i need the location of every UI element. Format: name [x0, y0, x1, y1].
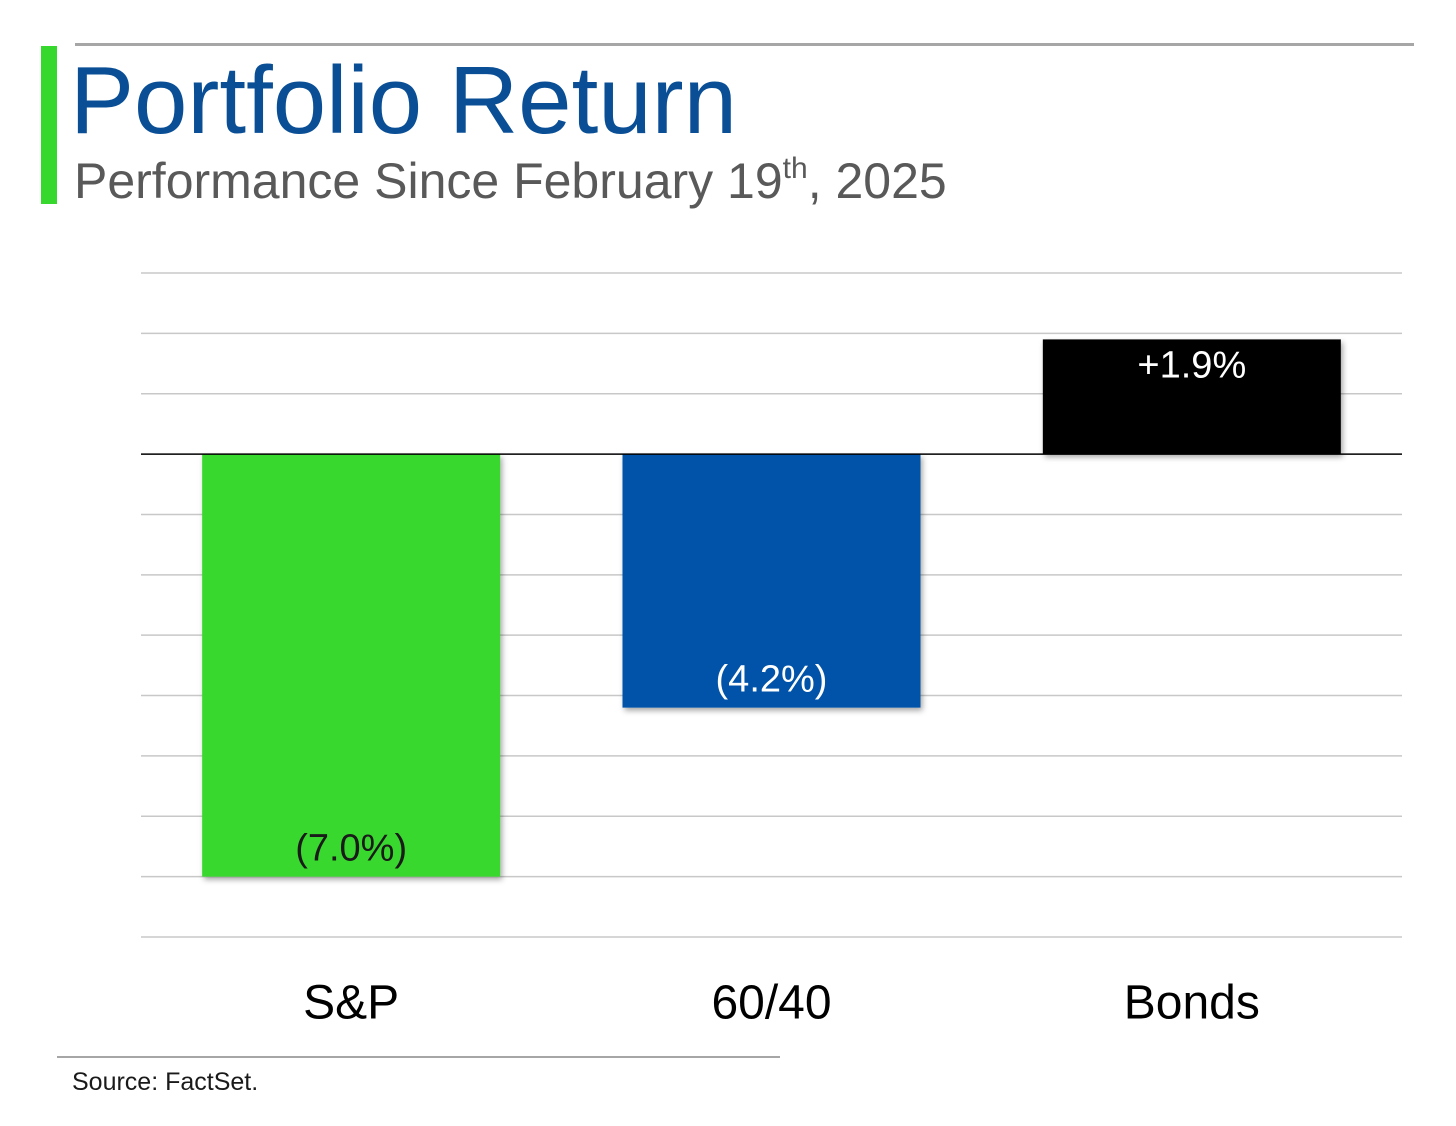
data-label: (4.2%) [716, 659, 828, 701]
source-note: Source: FactSet. [72, 1068, 259, 1096]
bar-1 [202, 454, 501, 877]
category-label: S&P [303, 977, 399, 1030]
data-label: (7.0%) [295, 828, 407, 870]
subtitle-superscript: th [782, 152, 808, 185]
bars [202, 339, 1341, 877]
chart-title: Portfolio Return [70, 47, 737, 154]
subtitle-text: Performance Since February 19 [74, 153, 783, 209]
data-label: +1.9% [1137, 344, 1246, 386]
category-label: 60/40 [711, 977, 831, 1030]
header-rule [75, 43, 1414, 46]
chart-subtitle: Performance Since February 19th, 2025 [74, 154, 947, 209]
bar-3 [1042, 339, 1341, 455]
data-labels: (7.0%) (4.2%) +1.9% [295, 344, 1246, 869]
source-rule [57, 1056, 780, 1058]
category-labels: S&P 60/40 Bonds [303, 977, 1260, 1030]
subtitle-year: , 2025 [807, 153, 947, 209]
category-label: Bonds [1124, 977, 1260, 1030]
bar-2 [622, 454, 921, 708]
accent-bar [41, 46, 57, 204]
